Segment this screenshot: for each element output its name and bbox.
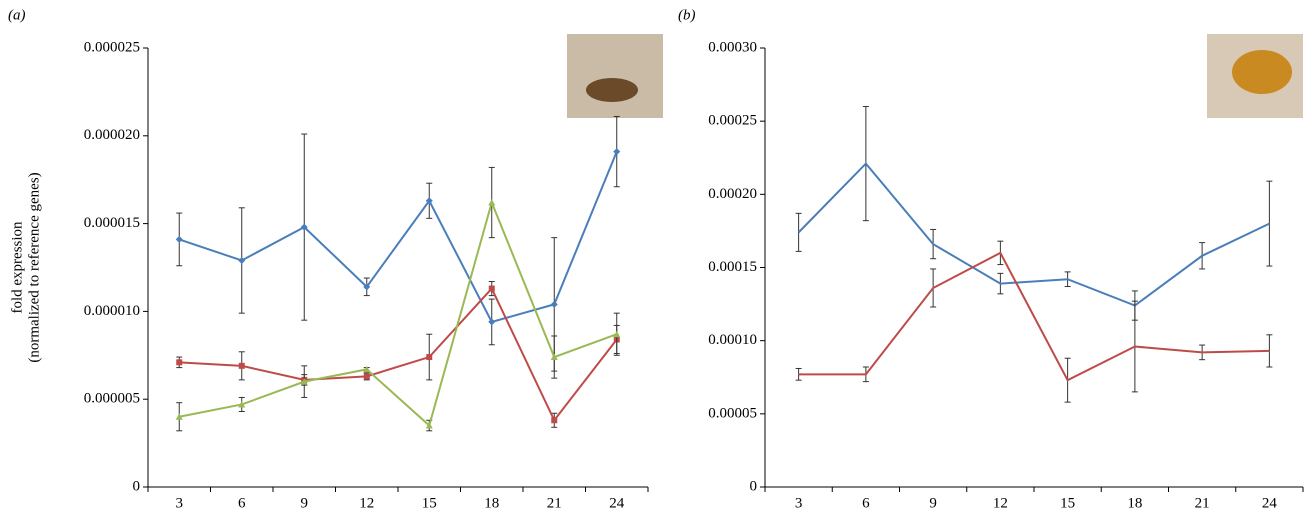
series-line <box>179 203 617 426</box>
y-axis-label: fold expression <box>9 221 25 314</box>
x-tick-label: 6 <box>862 495 870 511</box>
series-line <box>799 164 1270 306</box>
insect-photo-detail <box>586 78 638 102</box>
y-tick-label: 0.00005 <box>708 405 757 421</box>
x-tick-label: 15 <box>1060 495 1075 511</box>
x-tick-label: 15 <box>422 495 437 511</box>
x-tick-label: 3 <box>176 495 184 511</box>
y-tick-label: 0.000025 <box>84 39 140 55</box>
insect-photo-detail <box>1232 50 1292 94</box>
x-tick-label: 24 <box>609 495 625 511</box>
x-tick-label: 9 <box>301 495 309 511</box>
marker <box>613 148 620 155</box>
figure: (a) fold expression(normalized to referen… <box>0 0 1309 515</box>
x-tick-label: 9 <box>929 495 937 511</box>
insect-photo <box>567 34 663 118</box>
marker <box>551 301 558 308</box>
panel-label: (a) <box>8 7 26 23</box>
marker <box>489 286 495 292</box>
marker <box>551 417 557 423</box>
marker <box>176 236 183 243</box>
y-tick-label: 0.000015 <box>84 215 140 231</box>
marker <box>426 354 432 360</box>
series-line <box>179 152 617 322</box>
x-tick-label: 21 <box>1195 495 1210 511</box>
y-tick-label: 0.000010 <box>84 303 140 319</box>
marker <box>488 199 495 206</box>
series-line <box>179 289 617 421</box>
y-tick-label: 0.00020 <box>708 186 757 202</box>
x-tick-label: 18 <box>1127 495 1142 511</box>
y-tick-label: 0.00030 <box>708 39 757 55</box>
marker <box>364 373 370 379</box>
panel-label: (b) <box>678 7 696 23</box>
x-tick-label: 21 <box>547 495 562 511</box>
x-tick-label: 6 <box>238 495 246 511</box>
x-tick-label: 12 <box>993 495 1008 511</box>
y-tick-label: 0.00025 <box>708 113 757 129</box>
y-tick-label: 0 <box>133 478 141 494</box>
x-tick-label: 18 <box>484 495 499 511</box>
marker <box>176 359 182 365</box>
y-tick-label: 0.00010 <box>708 332 757 348</box>
y-tick-label: 0 <box>750 478 758 494</box>
x-tick-label: 3 <box>795 495 803 511</box>
marker <box>239 363 245 369</box>
y-tick-label: 0.00015 <box>708 259 757 275</box>
marker <box>613 331 620 338</box>
x-tick-label: 12 <box>359 495 374 511</box>
marker <box>488 318 495 325</box>
x-tick-label: 24 <box>1262 495 1278 511</box>
marker <box>238 257 245 264</box>
y-axis-label: (normalized to reference genes) <box>26 172 42 362</box>
y-tick-label: 0.000005 <box>84 391 140 407</box>
series-line <box>799 253 1270 380</box>
y-tick-label: 0.000020 <box>84 127 140 143</box>
